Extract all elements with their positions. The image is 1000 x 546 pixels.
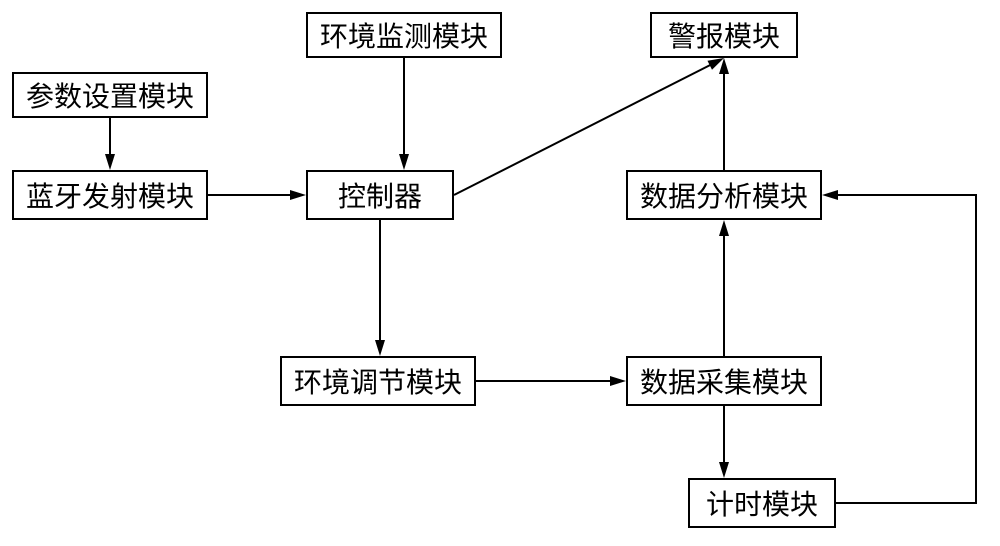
arrowhead-bt-to-ctrl — [290, 190, 306, 200]
node-timer: 计时模块 — [688, 478, 836, 528]
node-label: 数据采集模块 — [640, 361, 808, 401]
arrowhead-dc-to-timer — [719, 462, 729, 478]
diagram-canvas: 参数设置模块 环境监测模块 警报模块蓝牙发射模块 控制器 数据分析模块环境调节模块 数据采… — [0, 0, 1000, 546]
arrowhead-da-to-alarm — [719, 58, 729, 74]
arrowhead-timer-to-da — [822, 190, 838, 200]
node-label: 控制器 — [338, 175, 422, 215]
arrowhead-ctrl-to-env_adj — [375, 340, 385, 356]
node-label: 蓝牙发射模块 — [26, 175, 194, 215]
node-dc: 数据采集模块 — [626, 356, 822, 406]
node-label: 警报模块 — [668, 15, 780, 55]
arrowhead-ctrl-to-alarm — [707, 58, 724, 70]
arrowhead-dc-to-da — [719, 220, 729, 236]
node-ctrl: 控制器 — [306, 170, 454, 220]
arrowhead-env_adj-to-dc — [610, 376, 626, 386]
node-bt: 蓝牙发射模块 — [12, 170, 208, 220]
node-da: 数据分析模块 — [626, 170, 822, 220]
node-alarm: 警报模块 — [650, 12, 798, 58]
node-env_adj: 环境调节模块 — [280, 356, 476, 406]
node-label: 数据分析模块 — [640, 175, 808, 215]
node-param: 参数设置模块 — [12, 72, 208, 118]
node-label: 环境调节模块 — [294, 361, 462, 401]
node-label: 环境监测模块 — [320, 15, 488, 55]
node-label: 计时模块 — [706, 483, 818, 523]
node-label: 参数设置模块 — [26, 75, 194, 115]
arrowhead-param-to-bt — [105, 154, 115, 170]
node-env_mon: 环境监测模块 — [306, 12, 502, 58]
edge-timer-to-da — [832, 195, 976, 503]
arrowhead-env_mon-to-ctrl — [399, 154, 409, 170]
